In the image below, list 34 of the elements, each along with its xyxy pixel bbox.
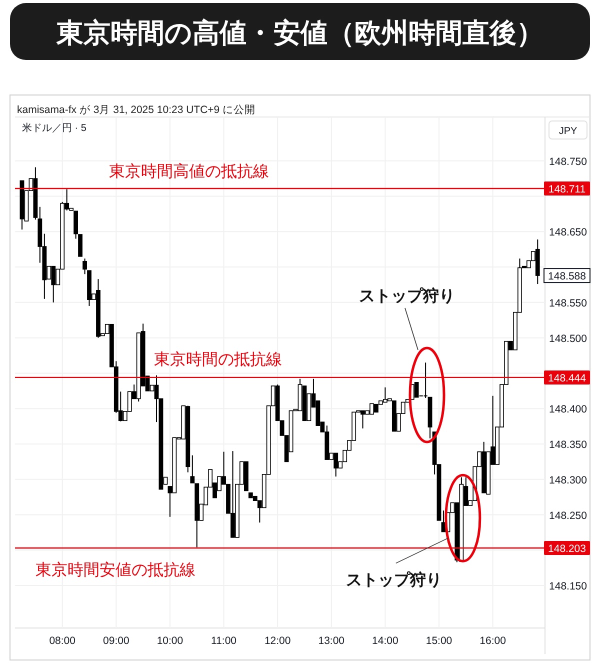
ref-line-label: 148.444 [548, 372, 586, 384]
annotation: ストップ狩り [346, 571, 442, 590]
x-tick-label: 11:00 [211, 635, 237, 647]
y-tick-label: 148.300 [549, 474, 588, 486]
candlestick [78, 234, 82, 257]
ref-line-label: 148.711 [548, 183, 586, 196]
annotation: ストップ狩り [359, 287, 455, 305]
y-tick-label: 148.500 [549, 332, 588, 345]
y-tick-label: 148.350 [549, 438, 588, 451]
y-tick-label: 148.650 [549, 226, 588, 239]
y-tick-label: 148.150 [549, 580, 588, 593]
x-tick-label: 15:00 [426, 635, 452, 647]
x-tick-label: 13:00 [318, 635, 345, 647]
annotation: 東京時間安値の抵抗線 [35, 561, 196, 580]
y-tick-label: 148.750 [549, 156, 588, 168]
annotation: 東京時間高値の抵抗線 [109, 162, 270, 180]
candlestick [414, 382, 419, 398]
chart-title: 東京時間の高値・安値（欧州時間直後） [56, 18, 544, 48]
candlestick [423, 362, 428, 398]
annotation: 東京時間の抵抗線 [154, 350, 282, 368]
x-tick-label: 09:00 [103, 635, 130, 647]
ref-line-label: 148.203 [548, 543, 586, 556]
chart-subtitle: kamisama-fx が 3月 31, 2025 10:23 UTC+9 に公開 [17, 104, 256, 116]
x-tick-label: 10:00 [156, 635, 184, 647]
x-tick-label: 12:00 [264, 635, 291, 647]
annotation: 米ドル／円 · 5 [22, 122, 87, 134]
x-tick-label: 14:00 [372, 635, 398, 647]
text: JPY [558, 126, 578, 137]
y-tick-label: 148.550 [549, 297, 588, 310]
annotation: 148.588 [548, 270, 586, 283]
y-tick-label: 148.400 [549, 404, 588, 416]
x-tick-label: 16:00 [480, 635, 506, 647]
y-tick-label: 148.250 [549, 510, 588, 522]
x-tick-label: 08:00 [49, 635, 76, 647]
